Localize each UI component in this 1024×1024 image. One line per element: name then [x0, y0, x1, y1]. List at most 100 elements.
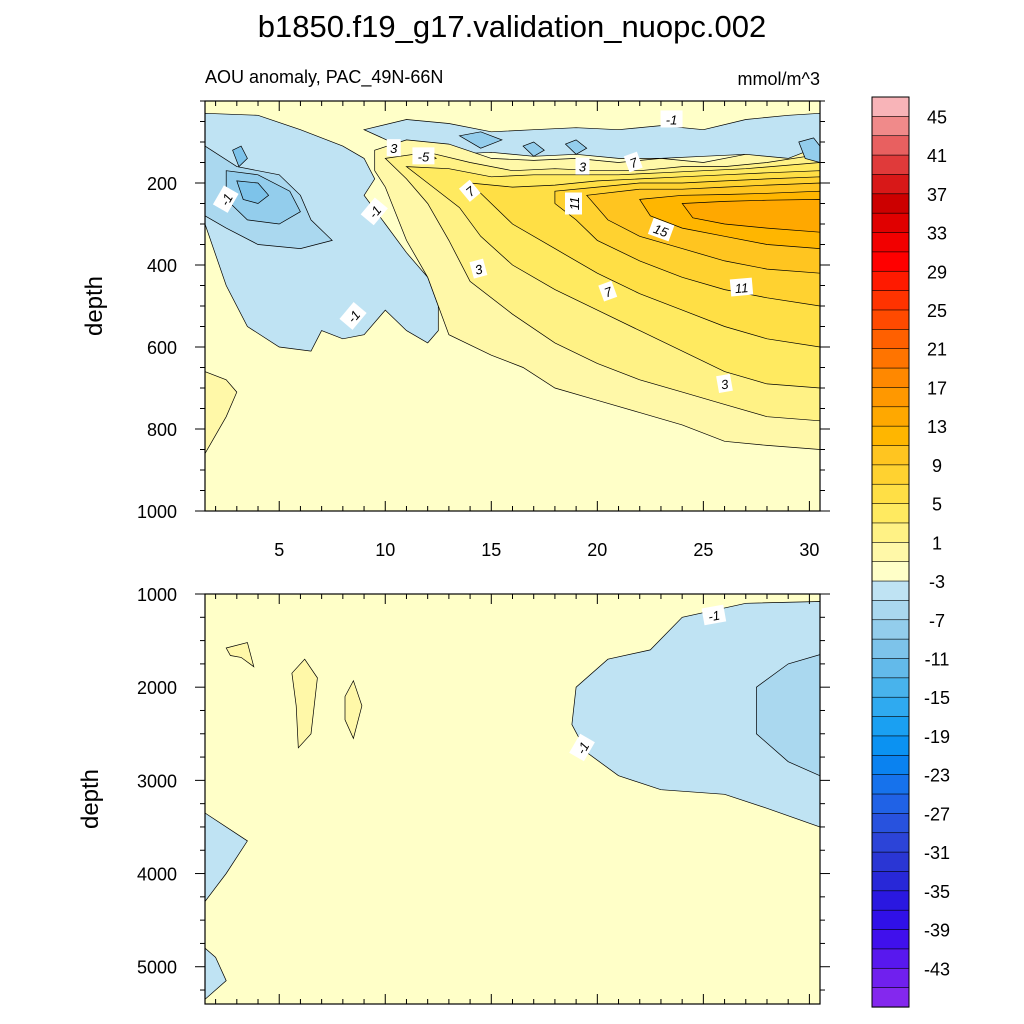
contour-label-box	[212, 185, 239, 213]
contour-region	[225, 642, 255, 668]
x-tick-label: 30	[799, 540, 819, 560]
contour-label: 11	[565, 192, 582, 215]
colorbar-swatch	[871, 967, 910, 989]
contour-region	[236, 180, 270, 204]
contour-label: 3	[716, 373, 733, 393]
colorbar-swatch	[871, 929, 910, 950]
contour-region	[205, 371, 238, 455]
contour-label-text: 15	[651, 221, 670, 240]
colorbar-swatch	[871, 716, 910, 737]
colorbar-swatch	[871, 251, 910, 272]
contour-label-box	[701, 604, 727, 626]
colorbar-tick-label: -11	[925, 649, 950, 669]
y-tick-label: 3000	[137, 771, 177, 791]
contour-label-box	[660, 110, 683, 128]
colorbar-swatch	[871, 348, 910, 369]
upper-panel: 3 -1 -5 -1 7 3 7 -1 11 15 3 7 11 -1 3 5 10 15 20 25 30 200 4…	[81, 100, 830, 560]
colorbar-swatch	[871, 542, 910, 563]
chart-units: mmol/m^3	[738, 69, 820, 89]
colorbar-frame	[871, 96, 910, 1008]
lower-contour-labels: -1 -1	[569, 604, 727, 762]
contour-label: -1	[212, 185, 239, 213]
contour-label-box	[412, 147, 435, 165]
lower-contour-fill	[205, 594, 820, 1004]
colorbar-tick-label: -15	[924, 688, 950, 708]
chart-subtitle: AOU anomaly, PAC_49N-66N	[205, 67, 443, 88]
colorbar-swatch	[871, 135, 910, 156]
colorbar-swatch	[871, 600, 910, 621]
upper-y-axis: 200 400 600 800 1000	[137, 100, 830, 522]
contour-region	[681, 199, 820, 233]
contour-label: 7	[458, 179, 481, 202]
colorbar-tick-label: -35	[924, 882, 950, 902]
colorbar-tick-label: -31	[924, 843, 950, 863]
colorbar-swatch	[871, 522, 910, 543]
contour-region	[291, 658, 318, 749]
colorbar-tick-label: 17	[927, 378, 947, 398]
x-tick-label: 25	[693, 540, 713, 560]
colorbar-swatch	[871, 425, 910, 447]
colorbar-swatch	[871, 270, 910, 292]
contour-region	[564, 139, 588, 155]
y-tick-label: 1000	[137, 502, 177, 522]
colorbar-swatch	[871, 464, 910, 485]
lower-y-axis-label: depth	[77, 769, 104, 829]
colorbar-swatch	[871, 793, 910, 814]
colorbar-swatch	[871, 774, 910, 795]
colorbar-tick-label: 33	[927, 224, 947, 244]
colorbar-swatch	[871, 871, 910, 892]
contour-label-box	[647, 217, 675, 242]
lower-panel: -1 -1 1000 2000 3000 4000 5000 depth	[77, 585, 830, 1005]
contour-label-text: 3	[579, 160, 587, 175]
colorbar-swatch	[871, 696, 910, 718]
colorbar-tick-label: 5	[932, 495, 942, 515]
contour-label: -1	[339, 302, 367, 330]
contour-region	[232, 145, 248, 168]
y-tick-label: 5000	[137, 958, 177, 978]
colorbar-swatch	[871, 96, 910, 117]
contour-label-box	[339, 302, 367, 330]
colorbar-swatch	[871, 890, 910, 911]
contour-region	[205, 812, 248, 903]
contour-label-text: -5	[418, 149, 430, 164]
colorbar-tick-label: -19	[924, 727, 950, 747]
x-tick-label: 20	[587, 540, 607, 560]
colorbar-swatch	[871, 813, 910, 834]
upper-contour-labels: 3 -1 -5 -1 7 3 7 -1 11 15 3 7 11 -1 3	[212, 110, 754, 393]
colorbar-tick-label: -23	[924, 766, 950, 786]
x-tick-label: 15	[481, 540, 501, 560]
colorbar-tick-label: -7	[929, 611, 945, 631]
contour-label: -1	[660, 110, 683, 128]
y-tick-label: 800	[147, 420, 177, 440]
x-tick-label: 10	[375, 540, 395, 560]
contour-region	[798, 137, 820, 163]
colorbar-swatch	[871, 754, 910, 776]
contour-region	[458, 131, 503, 149]
contour-label-text: 11	[567, 197, 582, 211]
contour-label: 15	[647, 217, 675, 242]
contour-label-box	[386, 139, 401, 157]
contour-label: 3	[386, 139, 401, 157]
contour-region	[205, 947, 227, 1000]
colorbar: 45 41 37 33 29 25 21 17 13 9 5 1 -3 -7 -11 -15 -19 -23 -27…	[871, 96, 950, 1008]
contour-label: -1	[701, 604, 727, 626]
contour-label: 3	[575, 157, 590, 175]
contour-label-box	[575, 157, 590, 175]
colorbar-swatch	[871, 309, 910, 330]
upper-x-axis: 5 10 15 20 25 30	[215, 101, 819, 560]
colorbar-tick-label: 21	[927, 340, 947, 360]
lower-x-axis	[215, 594, 810, 1004]
contour-label-box	[716, 373, 733, 393]
contour-label-box	[569, 733, 595, 762]
colorbar-swatch	[871, 212, 910, 234]
contour-label-text: 3	[390, 141, 398, 156]
contour-label: -5	[412, 147, 435, 165]
chart-title: b1850.f19_g17.validation_nuopc.002	[258, 9, 767, 44]
contour-label: 7	[623, 151, 643, 173]
contour-label: -1	[569, 733, 595, 762]
colorbar-tick-label: -3	[929, 572, 945, 592]
colorbar-tick-label: 45	[927, 107, 947, 127]
contour-label-box	[598, 280, 618, 302]
colorbar-swatch	[871, 503, 910, 524]
